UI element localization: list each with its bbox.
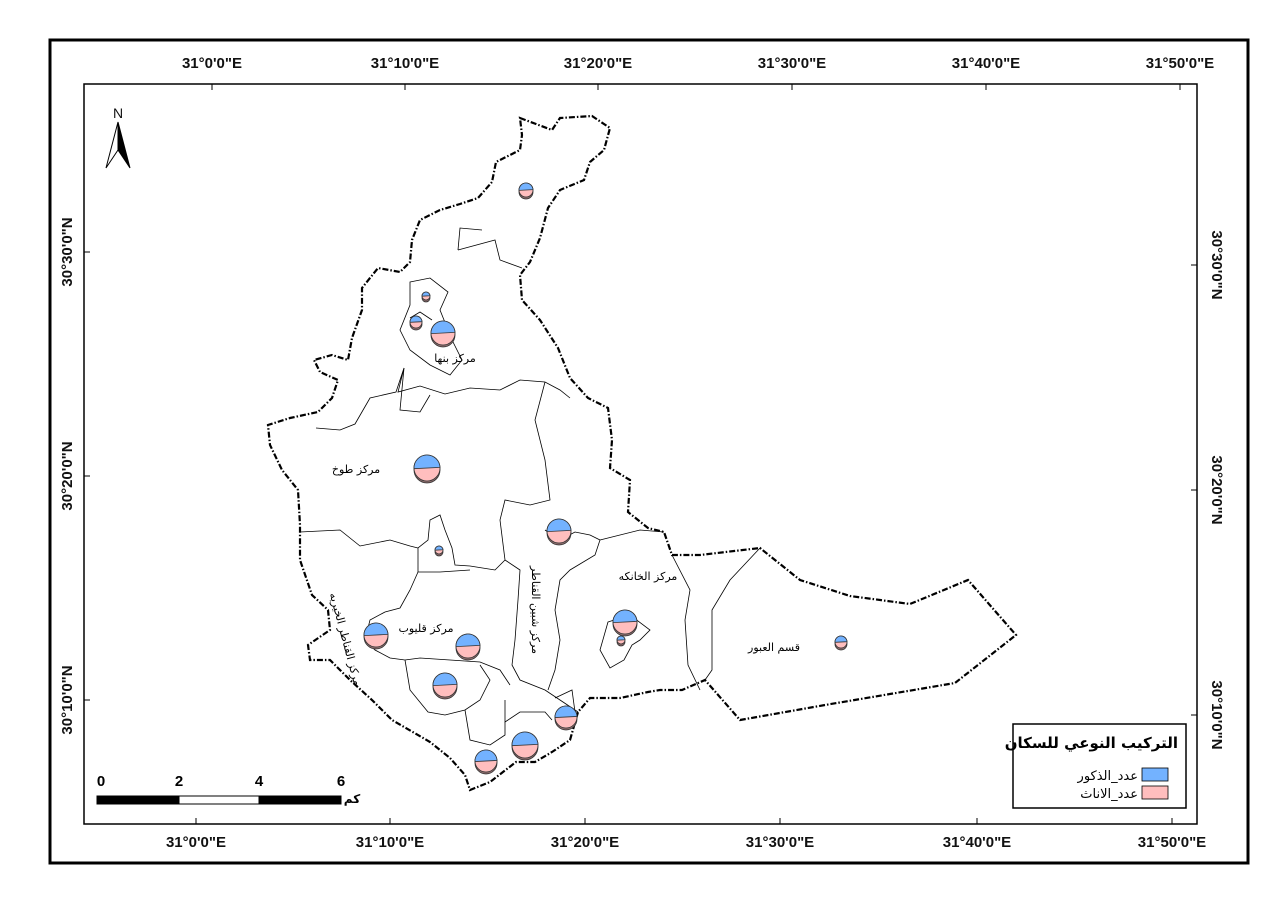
scale-tick-2: 2 xyxy=(175,773,183,790)
pie-banha xyxy=(430,320,456,348)
pie-13 xyxy=(554,705,578,731)
coord-left-0: 30°30'0"N xyxy=(59,217,76,286)
scale-tick-4: 4 xyxy=(255,773,264,790)
legend: التركيب النوعي للسكان عدد_الذكور عدد_الا… xyxy=(1005,723,1187,809)
map-neatline xyxy=(83,83,1198,825)
governorate-boundary xyxy=(266,114,1018,792)
pie-3 xyxy=(409,315,423,331)
coord-right-1: 30°20'0"N xyxy=(1208,455,1225,524)
coord-top-5: 31°50'0"E xyxy=(1146,55,1214,72)
scale-bar: 0 2 4 6 كم xyxy=(96,773,360,806)
pie-2 xyxy=(421,291,431,303)
label-banha: مركز بنها xyxy=(434,352,476,365)
pie-obour xyxy=(834,635,848,651)
pie-12 xyxy=(432,672,458,700)
coord-top-3: 31°30'0"E xyxy=(758,55,826,72)
coord-bottom-5: 31°50'0"E xyxy=(1138,834,1206,851)
coord-top-2: 31°20'0"E xyxy=(564,55,632,72)
legend-label-female: عدد_الاناث xyxy=(1080,787,1138,802)
pie-14 xyxy=(511,731,539,761)
legend-title: التركيب النوعي للسكان xyxy=(1005,734,1178,752)
coord-right-0: 30°30'0"N xyxy=(1208,230,1225,299)
legend-label-male: عدد_الذكور xyxy=(1077,769,1138,784)
district-boundaries xyxy=(299,227,761,746)
coord-left-1: 30°20'0"N xyxy=(59,441,76,510)
legend-swatch-male xyxy=(1141,767,1169,782)
pie-qanater xyxy=(363,622,389,650)
north-arrow-icon: N xyxy=(105,105,131,169)
coord-right-2: 30°10'0"N xyxy=(1208,680,1225,749)
coord-bottom-1: 31°10'0"E xyxy=(356,834,424,851)
pie-tukh xyxy=(413,454,441,484)
coord-top-4: 31°40'0"E xyxy=(952,55,1020,72)
pie-7 xyxy=(434,545,444,557)
legend-swatch-female xyxy=(1141,785,1169,800)
outer-frame xyxy=(48,38,1250,865)
pie-15 xyxy=(474,749,498,775)
coord-top-1: 31°10'0"E xyxy=(371,55,439,72)
label-tukh: مركز طوخ xyxy=(332,463,380,476)
label-shibin: مركز شبين القناطر xyxy=(529,565,542,654)
label-qalyub: مركز قليوب xyxy=(398,622,453,635)
coord-bottom-4: 31°40'0"E xyxy=(943,834,1011,851)
svg-text:N: N xyxy=(113,105,123,121)
pie-9 xyxy=(616,635,626,647)
graticule-ticks xyxy=(84,84,1197,824)
coord-left-2: 30°10'0"N xyxy=(59,665,76,734)
coord-top-0: 31°0'0"E xyxy=(182,55,242,72)
pie-khanka xyxy=(612,609,638,637)
coord-bottom-2: 31°20'0"E xyxy=(551,834,619,851)
scale-tick-6: 6 xyxy=(337,773,345,790)
pie-symbols xyxy=(363,182,848,775)
label-khanka: مركز الخانكه xyxy=(619,570,678,583)
coord-bottom-0: 31°0'0"E xyxy=(166,834,226,851)
pie-qalyub xyxy=(455,633,481,661)
scale-tick-0: 0 xyxy=(97,773,105,790)
label-obour: قسم العبور xyxy=(747,641,800,654)
coord-bottom-3: 31°30'0"E xyxy=(746,834,814,851)
pie-1 xyxy=(518,182,534,200)
pie-shibin xyxy=(546,518,572,546)
scale-unit: كم xyxy=(344,792,360,806)
